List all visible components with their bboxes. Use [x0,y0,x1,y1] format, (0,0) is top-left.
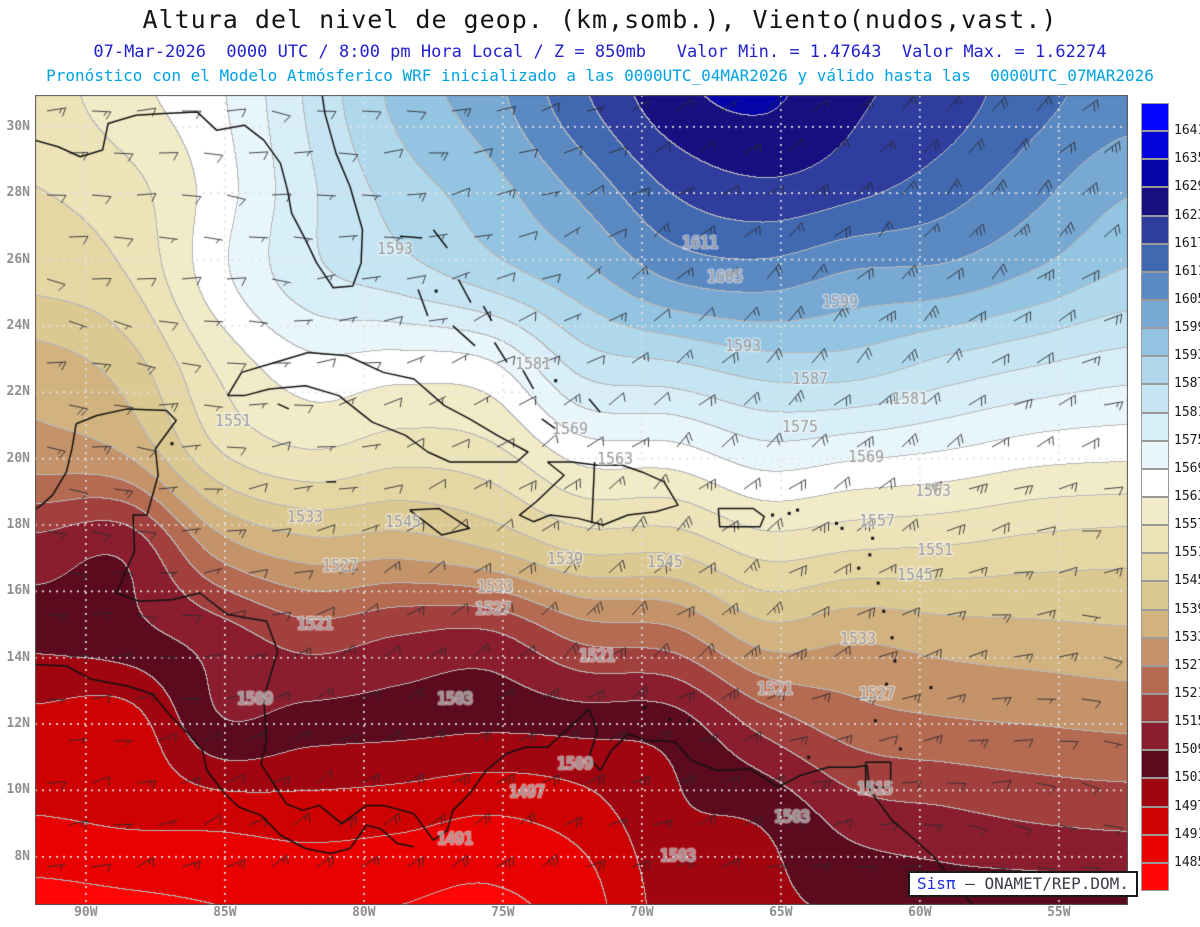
colorbar-swatch [1141,694,1169,723]
lat-label-10N: 10N [6,782,30,798]
colorbar-swatch [1141,862,1169,891]
colorbar-swatch [1141,834,1169,863]
lon-label-85W: 85W [213,905,237,920]
brand-logo: Sisπ [917,874,956,893]
lat-label-16N: 16N [6,583,30,599]
colorbar-swatch [1141,468,1169,497]
colorbar-swatch [1141,497,1169,526]
colorbar-swatch [1141,215,1169,244]
colorbar-label: 1497 [1174,798,1200,814]
colorbar-label: 1617 [1174,235,1200,251]
lat-label-20N: 20N [6,450,30,466]
colorbar-label: 1629 [1174,179,1200,195]
lon-label-80W: 80W [352,905,376,920]
colorbar-label: 1509 [1174,742,1200,758]
colorbar-label: 1593 [1174,348,1200,364]
colorbar-swatch [1141,637,1169,666]
lat-label-12N: 12N [6,716,30,732]
colorbar-label: 1515 [1174,714,1200,730]
colorbar-label: 1623 [1174,207,1200,223]
colorbar-swatch [1141,131,1169,160]
colorbar-swatch [1141,665,1169,694]
lon-label-60W: 60W [908,905,932,920]
colorbar-swatch [1141,159,1169,188]
colorbar-swatch [1141,609,1169,638]
lat-label-24N: 24N [6,317,30,333]
colorbar-swatch [1141,581,1169,610]
lon-label-65W: 65W [769,905,793,920]
colorbar-label: 1539 [1174,601,1200,617]
colorbar-swatch [1141,412,1169,441]
lat-label-14N: 14N [6,649,30,665]
lat-label-26N: 26N [6,251,30,267]
colorbar-label: 1545 [1174,573,1200,589]
colorbar-label: 1563 [1174,489,1200,504]
lat-label-18N: 18N [6,517,30,532]
colorbar-swatch [1141,750,1169,779]
colorbar-label: 1599 [1174,320,1200,336]
colorbar-swatch [1141,103,1169,132]
colorbar-label: 1485 [1174,854,1200,870]
colorbar-label: 1635 [1174,151,1200,167]
lon-label-70W: 70W [630,905,654,920]
colorbar-swatch [1141,300,1169,329]
lat-label-28N: 28N [6,185,30,201]
lon-label-90W: 90W [74,905,98,920]
colorbar-label: 1533 [1174,629,1200,645]
colorbar-swatch [1141,553,1169,582]
model-run-subtitle: Pronóstico con el Modelo Atmósferico WRF… [46,66,1154,85]
colorbar-swatch [1141,271,1169,300]
colorbar-swatch [1141,328,1169,357]
colorbar-label: 1569 [1174,460,1200,476]
watermark-org: ONAMET/REP.DOM. [984,874,1129,893]
page-title: Altura del nivel de geop. (km,somb.), Vi… [142,5,1058,34]
colorbar-label: 1527 [1174,657,1200,673]
colorbar-swatch [1141,722,1169,751]
lon-label-75W: 75W [491,905,515,920]
colorbar-label: 1605 [1174,292,1200,307]
colorbar-swatch [1141,243,1169,272]
colorbar-swatch [1141,806,1169,835]
geopotential-map-canvas [35,95,1128,905]
watermark-badge: Sisπ – ONAMET/REP.DOM. [908,871,1138,897]
valid-time-subtitle: 07-Mar-2026 0000 UTC / 8:00 pm Hora Loca… [93,42,1107,62]
colorbar-label: 1557 [1174,517,1200,533]
colorbar-swatch [1141,187,1169,216]
colorbar-label: 1503 [1174,770,1200,786]
lat-label-8N: 8N [14,848,30,864]
colorbar-swatch [1141,356,1169,385]
colorbar-swatch [1141,525,1169,554]
colorbar-swatch [1141,384,1169,413]
colorbar-label: 1575 [1174,432,1200,448]
map-area [35,95,1128,905]
colorbar-label: 1587 [1174,376,1200,392]
colorbar-swatch [1141,440,1169,469]
watermark-separator: – [965,874,975,893]
colorbar-swatch [1141,778,1169,807]
lat-label-22N: 22N [6,384,30,400]
lon-label-55W: 55W [1047,905,1071,920]
lat-label-30N: 30N [6,118,30,134]
